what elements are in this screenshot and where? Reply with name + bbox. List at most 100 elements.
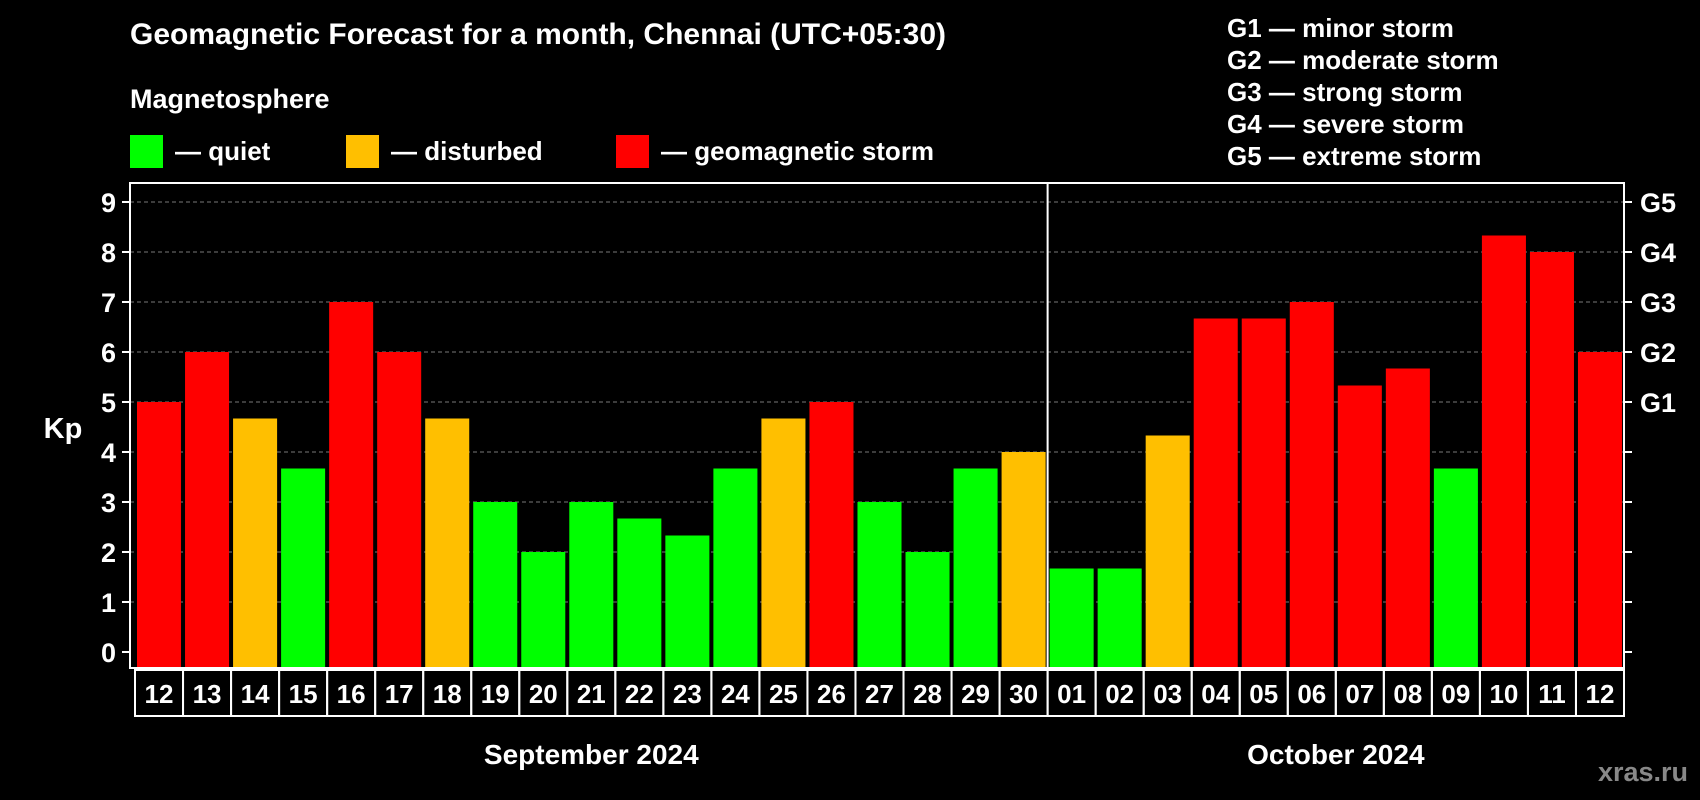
bar [377,352,422,668]
bar [1001,452,1046,668]
x-tick-label: 01 [1057,679,1086,709]
right-axis-label: G1 [1640,388,1676,418]
x-tick-label: 12 [1586,679,1615,709]
x-tick-label: 18 [433,679,462,709]
legend-label-quiet: — quiet [175,135,271,166]
bar [953,468,998,668]
bar [233,418,278,668]
x-tick-label: 28 [913,679,942,709]
legend-item-quiet: — quiet [130,134,270,168]
x-tick-label: 24 [721,679,750,709]
plot-frame [129,182,1625,669]
bar [1433,468,1478,668]
watermark: xras.ru [1597,757,1688,787]
bar [617,518,662,668]
x-tick-label: 27 [865,679,894,709]
x-tick-label: 16 [337,679,366,709]
x-tick-label: 14 [241,679,270,709]
chart-subtitle: Magnetosphere [130,84,330,114]
y-tick-label: 1 [101,588,116,618]
x-tick-label: 17 [385,679,414,709]
bar [521,552,566,668]
x-tick-label: 22 [625,679,654,709]
bar [281,468,326,668]
bar [1385,368,1430,668]
bar [1481,235,1526,668]
legend-swatch-quiet [130,134,163,168]
y-tick-label: 5 [101,388,116,418]
chart-title: Geomagnetic Forecast for a month, Chenna… [130,18,946,51]
y-tick-label: 7 [101,288,116,318]
storm-scale-legend: G1 — minor storm G2 — moderate storm G3 … [1227,12,1499,172]
x-tick-label: 07 [1345,679,1374,709]
y-tick-label: 8 [101,238,116,268]
y-tick-label: 6 [101,338,116,368]
legend-swatch-disturbed [346,134,379,168]
month-label: October 2024 [1247,739,1425,770]
bar [857,502,902,668]
right-axis-label: G5 [1640,188,1676,218]
x-tick-label: 29 [961,679,990,709]
bar [329,302,374,668]
bar [569,502,614,668]
x-tick-label: 13 [193,679,222,709]
bar [137,402,182,668]
x-tick-label: 05 [1249,679,1278,709]
category-box [1574,669,1626,717]
legend-item-disturbed: — disturbed [346,134,543,168]
storm-scale-g1: G1 — minor storm [1227,13,1454,43]
y-tick-label: 9 [101,188,116,218]
x-tick-label: 26 [817,679,846,709]
legend-label-storm: — geomagnetic storm [661,135,935,166]
x-tick-label: 08 [1393,679,1422,709]
bar [713,468,758,668]
right-axis-label: G2 [1640,338,1676,368]
bar [1529,252,1574,668]
bar [1577,352,1622,668]
bar [1289,302,1334,668]
bar [761,418,806,668]
bar [473,502,518,668]
y-tick-label: 3 [101,488,116,518]
x-tick-label: 25 [769,679,798,709]
storm-scale-g2: G2 — moderate storm [1227,45,1499,75]
bar [905,552,950,668]
y-axis-label: Kp [44,413,83,445]
x-tick-label: 03 [1153,679,1182,709]
y-tick-label: 4 [101,438,116,468]
x-tick-label: 11 [1538,679,1566,709]
bar [1049,568,1094,668]
x-tick-label: 15 [289,679,318,709]
x-tick-label: 09 [1441,679,1470,709]
right-axis-label: G3 [1640,288,1676,318]
x-tick-label: 23 [673,679,702,709]
bar [1337,385,1382,668]
month-label: September 2024 [484,739,699,770]
legend-item-storm: — geomagnetic storm [616,134,934,168]
x-tick-label: 04 [1201,679,1230,709]
bar [1193,318,1238,668]
x-tick-label: 21 [577,679,606,709]
bar [185,352,230,668]
bar [425,418,470,668]
y-tick-label: 2 [101,538,116,568]
x-tick-label: 12 [145,679,174,709]
bar [1145,435,1190,668]
legend-swatch-storm [616,134,649,168]
x-tick-label: 20 [529,679,558,709]
right-axis-label: G4 [1640,238,1676,268]
bar [1241,318,1286,668]
x-tick-label: 02 [1105,679,1134,709]
storm-scale-g5: G5 — extreme storm [1227,141,1482,171]
x-tick-label: 19 [481,679,510,709]
storm-scale-g3: G3 — strong storm [1227,77,1463,107]
legend-label-disturbed: — disturbed [391,135,543,166]
bar [809,402,854,668]
y-tick-label: 0 [101,638,116,668]
bar [1097,568,1142,668]
bar [665,535,710,668]
x-tick-label: 10 [1489,679,1518,709]
x-tick-label: 06 [1297,679,1326,709]
storm-scale-g4: G4 — severe storm [1227,109,1465,139]
